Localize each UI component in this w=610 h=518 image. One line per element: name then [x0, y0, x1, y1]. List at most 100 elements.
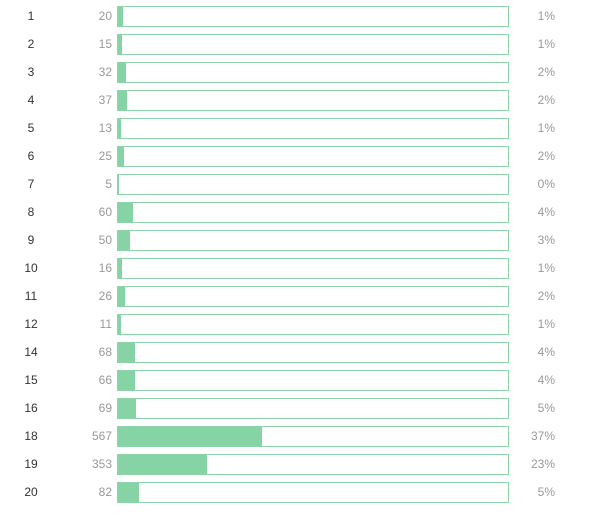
progress-track	[117, 482, 509, 503]
progress-track	[117, 426, 509, 447]
distribution-row-8: 8 60 4%	[0, 198, 610, 226]
row-percent: 2%	[537, 149, 555, 163]
progress-fill	[118, 315, 121, 334]
progress-track	[117, 174, 509, 195]
row-count: 66	[98, 373, 112, 387]
progress-track	[117, 6, 509, 27]
row-percent: 4%	[537, 205, 555, 219]
progress-fill	[118, 483, 139, 502]
row-percent: 1%	[537, 317, 555, 331]
row-count: 11	[99, 317, 112, 331]
progress-fill	[118, 203, 134, 222]
progress-track	[117, 398, 509, 419]
row-percent: 1%	[537, 121, 555, 135]
distribution-row-16: 16 69 5%	[0, 394, 610, 422]
progress-track	[117, 230, 509, 251]
row-label: 20	[24, 485, 38, 499]
progress-track	[117, 118, 509, 139]
progress-track	[117, 90, 509, 111]
row-label: 12	[24, 317, 38, 331]
row-percent: 37%	[530, 429, 555, 443]
row-label: 19	[24, 457, 38, 471]
row-count: 37	[98, 93, 112, 107]
progress-fill	[118, 91, 128, 110]
row-percent: 1%	[537, 261, 555, 275]
row-percent: 4%	[537, 345, 555, 359]
row-label: 9	[27, 233, 35, 247]
distribution-row-3: 3 32 2%	[0, 58, 610, 86]
row-percent: 0%	[537, 177, 555, 191]
row-count: 13	[98, 121, 112, 135]
distribution-row-2: 2 15 1%	[0, 30, 610, 58]
distribution-row-18: 18 567 37%	[0, 422, 610, 450]
progress-track	[117, 202, 509, 223]
progress-track	[117, 146, 509, 167]
distribution-row-9: 9 50 3%	[0, 226, 610, 254]
row-label: 6	[27, 149, 35, 163]
row-count: 69	[98, 401, 112, 415]
row-count: 25	[98, 149, 112, 163]
progress-track	[117, 258, 509, 279]
progress-fill	[118, 259, 122, 278]
row-count: 82	[98, 485, 112, 499]
distribution-row-15: 15 66 4%	[0, 366, 610, 394]
score-distribution: 1 20 1% 2 15 1% 3 32 2% 4 37 2% 5 13 1%	[0, 2, 610, 506]
progress-track	[117, 62, 509, 83]
row-count: 20	[98, 9, 112, 23]
row-label: 8	[27, 205, 35, 219]
row-count: 60	[98, 205, 112, 219]
row-count: 32	[98, 65, 112, 79]
row-count: 26	[98, 289, 112, 303]
row-label: 11	[24, 289, 38, 303]
distribution-row-6: 6 25 2%	[0, 142, 610, 170]
row-label: 16	[24, 401, 38, 415]
progress-fill	[118, 427, 262, 446]
progress-fill	[118, 371, 135, 390]
row-percent: 4%	[537, 373, 555, 387]
progress-fill	[118, 287, 125, 306]
distribution-row-12: 12 11 1%	[0, 310, 610, 338]
progress-track	[117, 34, 509, 55]
progress-fill	[118, 7, 124, 26]
progress-fill	[118, 63, 127, 82]
row-label: 5	[27, 121, 35, 135]
progress-fill	[118, 399, 136, 418]
row-percent: 5%	[537, 401, 555, 415]
row-label: 4	[27, 93, 35, 107]
progress-track	[117, 454, 509, 475]
progress-fill	[118, 35, 122, 54]
row-percent: 1%	[537, 9, 555, 23]
row-label: 2	[27, 37, 35, 51]
row-count: 15	[98, 37, 112, 51]
row-count: 16	[98, 261, 112, 275]
row-count: 50	[98, 233, 112, 247]
progress-fill	[118, 455, 208, 474]
progress-fill	[118, 147, 125, 166]
row-label: 7	[27, 177, 35, 191]
row-label: 10	[24, 261, 38, 275]
progress-fill	[118, 175, 120, 194]
row-count: 353	[91, 457, 112, 471]
row-count: 5	[105, 177, 112, 191]
progress-track	[117, 342, 509, 363]
distribution-row-19: 19 353 23%	[0, 450, 610, 478]
row-label: 15	[24, 373, 38, 387]
distribution-row-5: 5 13 1%	[0, 114, 610, 142]
row-label: 18	[24, 429, 38, 443]
row-percent: 2%	[537, 93, 555, 107]
distribution-row-14: 14 68 4%	[0, 338, 610, 366]
row-label: 1	[27, 9, 35, 23]
row-percent: 3%	[537, 233, 555, 247]
distribution-row-1: 1 20 1%	[0, 2, 610, 30]
progress-track	[117, 314, 509, 335]
distribution-rows: 1 20 1% 2 15 1% 3 32 2% 4 37 2% 5 13 1%	[0, 2, 610, 506]
row-percent: 2%	[537, 65, 555, 79]
progress-track	[117, 370, 509, 391]
progress-fill	[118, 119, 122, 138]
distribution-row-11: 11 26 2%	[0, 282, 610, 310]
row-percent: 1%	[537, 37, 555, 51]
distribution-row-7: 7 5 0%	[0, 170, 610, 198]
row-percent: 2%	[537, 289, 555, 303]
progress-fill	[118, 343, 136, 362]
distribution-row-20: 20 82 5%	[0, 478, 610, 506]
